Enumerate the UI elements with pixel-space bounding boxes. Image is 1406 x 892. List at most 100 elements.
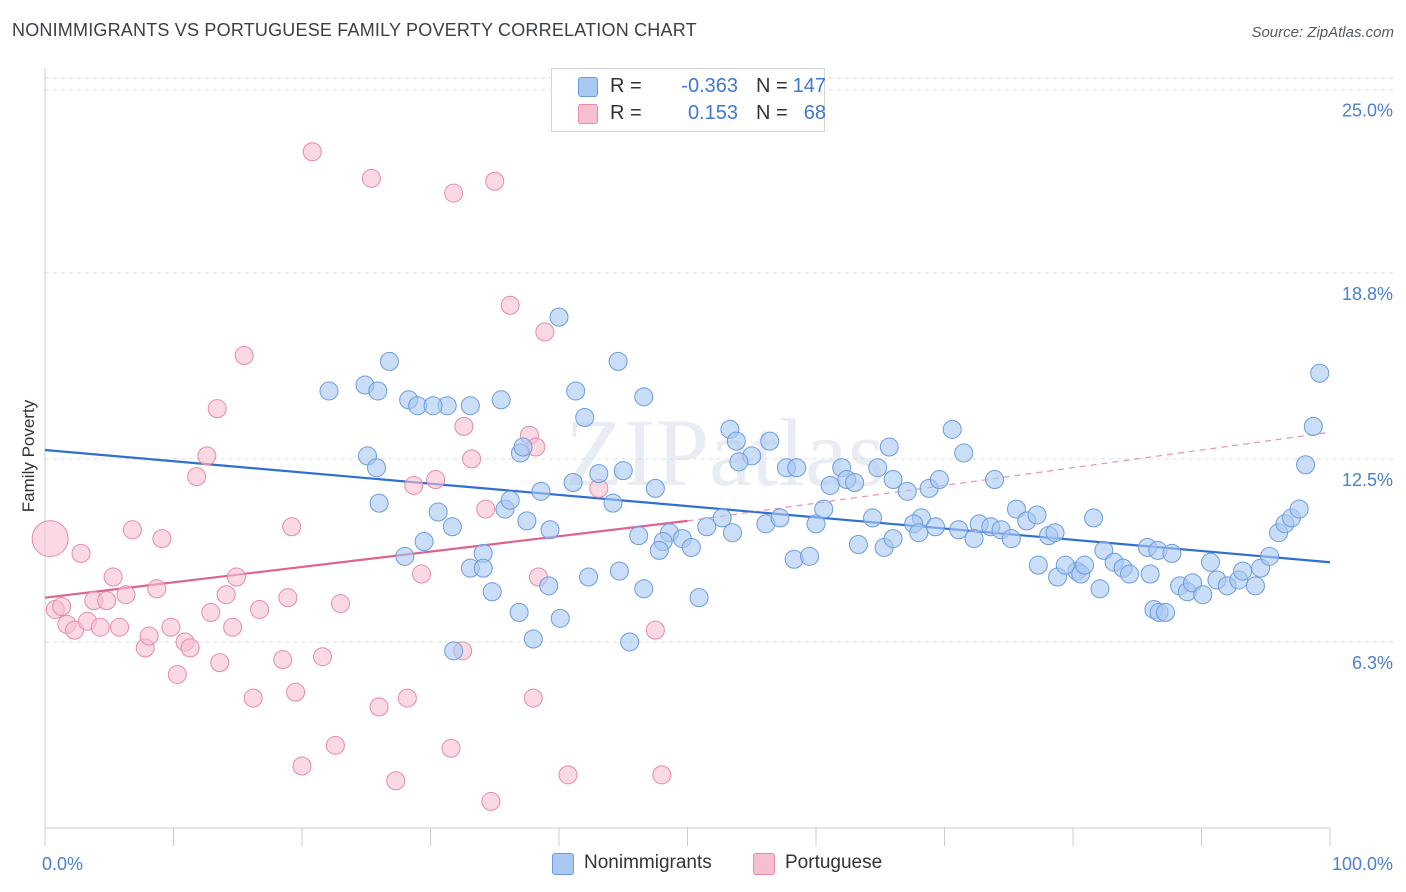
nonimmigrants-point	[787, 458, 807, 478]
portuguese-point	[187, 467, 207, 487]
portuguese-point	[167, 664, 187, 684]
nonimmigrants-trend-line	[44, 448, 1331, 564]
nonimmigrants-point	[883, 529, 903, 549]
portuguese-point	[325, 735, 345, 755]
nonimmigrants-point	[1310, 363, 1330, 383]
nonimmigrants-point	[814, 499, 834, 519]
nonimmigrants-point	[589, 464, 609, 484]
nonimmigrants-point	[712, 508, 732, 528]
nonimmigrants-point	[1028, 555, 1048, 575]
nonimmigrants-point	[540, 520, 560, 540]
nonimmigrants-point	[539, 576, 559, 596]
portuguese-point	[210, 653, 230, 673]
nonimmigrants-point	[954, 443, 974, 463]
legend-swatch-pink	[753, 853, 775, 875]
nonimmigrants-point	[1055, 555, 1075, 575]
portuguese-point	[282, 517, 302, 537]
nonimmigrants-point	[473, 558, 493, 578]
portuguese-point	[234, 346, 254, 365]
nonimmigrants-point	[482, 582, 502, 602]
nonimmigrants-point	[770, 508, 790, 528]
nonimmigrants-point	[909, 523, 929, 543]
nonimmigrants-point	[1233, 561, 1253, 581]
nonimmigrants-point	[368, 381, 388, 401]
nonimmigrants-point	[760, 431, 780, 451]
legend-swatch-pink	[578, 104, 598, 124]
nonimmigrants-point	[442, 517, 462, 537]
legend-n-label: N =	[756, 75, 788, 97]
nonimmigrants-point	[500, 490, 520, 510]
portuguese-point	[302, 142, 322, 162]
series-legend: Nonimmigrants Portuguese	[0, 852, 1406, 878]
nonimmigrants-point	[414, 532, 434, 552]
nonimmigrants-point	[423, 396, 443, 416]
portuguese-point	[404, 475, 424, 495]
nonimmigrants-point	[603, 493, 623, 513]
nonimmigrants-point	[379, 351, 399, 371]
portuguese-point	[122, 520, 142, 540]
nonimmigrants-point	[949, 520, 969, 540]
nonimmigrants-point	[531, 481, 551, 501]
portuguese-point	[103, 567, 123, 587]
nonimmigrants-point	[689, 588, 709, 608]
data-points	[31, 142, 1330, 811]
nonimmigrants-point	[509, 602, 529, 622]
nonimmigrants-point	[1045, 523, 1065, 543]
nonimmigrants-point	[1120, 564, 1140, 584]
portuguese-point	[97, 591, 117, 611]
portuguese-point	[535, 322, 555, 342]
portuguese-point	[226, 567, 246, 587]
source-label: Source: ZipAtlas.com	[1251, 24, 1394, 41]
nonimmigrants-point	[722, 523, 742, 543]
nonimmigrants-point	[428, 502, 448, 522]
nonimmigrants-point	[549, 307, 569, 327]
x-tick-label: 0.0%	[42, 854, 83, 874]
nonimmigrants-point	[985, 470, 1005, 490]
legend-r-value: -0.363	[681, 75, 738, 97]
nonimmigrants-point	[620, 632, 640, 652]
nonimmigrants-point	[1090, 579, 1110, 599]
correlation-legend: R = -0.363 N = 147 R = 0.153 N = 68	[551, 68, 826, 132]
nonimmigrants-point	[1084, 508, 1104, 528]
nonimmigrants-point	[1156, 602, 1176, 622]
portuguese-point	[476, 499, 496, 519]
nonimmigrants-point	[491, 390, 511, 410]
nonimmigrants-point	[1260, 546, 1280, 566]
tick-labels: 6.3% 12.5% 18.8% 25.0% 0.0% 100.0%	[42, 101, 1393, 874]
nonimmigrants-point	[926, 517, 946, 537]
portuguese-point	[485, 171, 505, 191]
nonimmigrants-point	[729, 452, 749, 472]
portuguese-point	[286, 682, 306, 702]
portuguese-point	[139, 626, 159, 646]
legend-swatch-blue	[552, 853, 574, 875]
nonimmigrants-point	[883, 470, 903, 490]
nonimmigrants-point	[1200, 552, 1220, 572]
nonimmigrants-point	[726, 431, 746, 451]
legend-r-value: 0.153	[687, 102, 738, 124]
portuguese-point	[645, 620, 665, 640]
portuguese-point	[292, 756, 312, 776]
legend-n-value: 147	[792, 75, 826, 97]
nonimmigrants-point	[697, 517, 717, 537]
portuguese-point	[412, 564, 432, 584]
nonimmigrants-point	[517, 511, 537, 531]
nonimmigrants-point	[868, 458, 888, 478]
portuguese-point	[481, 791, 501, 811]
portuguese-point	[454, 416, 474, 436]
portuguese-point	[116, 585, 136, 605]
x-tick-label: 100.0%	[1332, 854, 1393, 874]
portuguese-point	[90, 617, 110, 637]
portuguese-trend-extension	[687, 431, 1331, 522]
nonimmigrants-point	[897, 481, 917, 501]
portuguese-point	[152, 529, 172, 549]
nonimmigrants-point	[1245, 576, 1265, 596]
nonimmigrants-point	[629, 526, 649, 546]
portuguese-point	[250, 599, 270, 619]
nonimmigrants-point	[681, 537, 701, 557]
legend-label: Nonimmigrants	[584, 852, 712, 873]
portuguese-point	[31, 520, 69, 558]
chart-title: NONIMMIGRANTS VS PORTUGUESE FAMILY POVER…	[12, 20, 697, 40]
legend-n-label: N =	[756, 102, 788, 124]
portuguese-point	[201, 602, 221, 622]
